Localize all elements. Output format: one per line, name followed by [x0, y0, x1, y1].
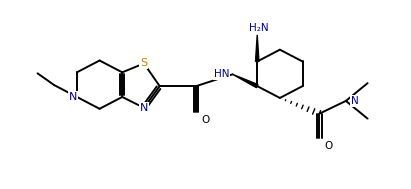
Text: O: O: [324, 141, 332, 151]
Text: S: S: [140, 58, 148, 68]
Polygon shape: [256, 35, 259, 61]
Text: O: O: [201, 115, 209, 125]
Polygon shape: [233, 74, 258, 88]
Text: N: N: [351, 96, 358, 106]
Text: HN: HN: [214, 69, 230, 79]
Text: H₂N: H₂N: [249, 23, 269, 33]
Text: N: N: [69, 92, 77, 102]
Text: N: N: [140, 103, 148, 113]
